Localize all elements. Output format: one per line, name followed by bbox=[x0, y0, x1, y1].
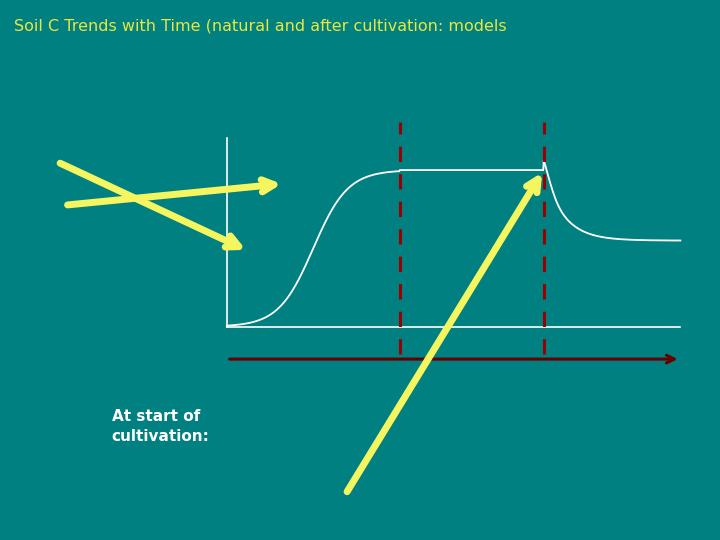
Text: At start of
cultivation:: At start of cultivation: bbox=[112, 409, 210, 444]
Text: Soil C Trends with Time (natural and after cultivation: models: Soil C Trends with Time (natural and aft… bbox=[14, 19, 507, 34]
